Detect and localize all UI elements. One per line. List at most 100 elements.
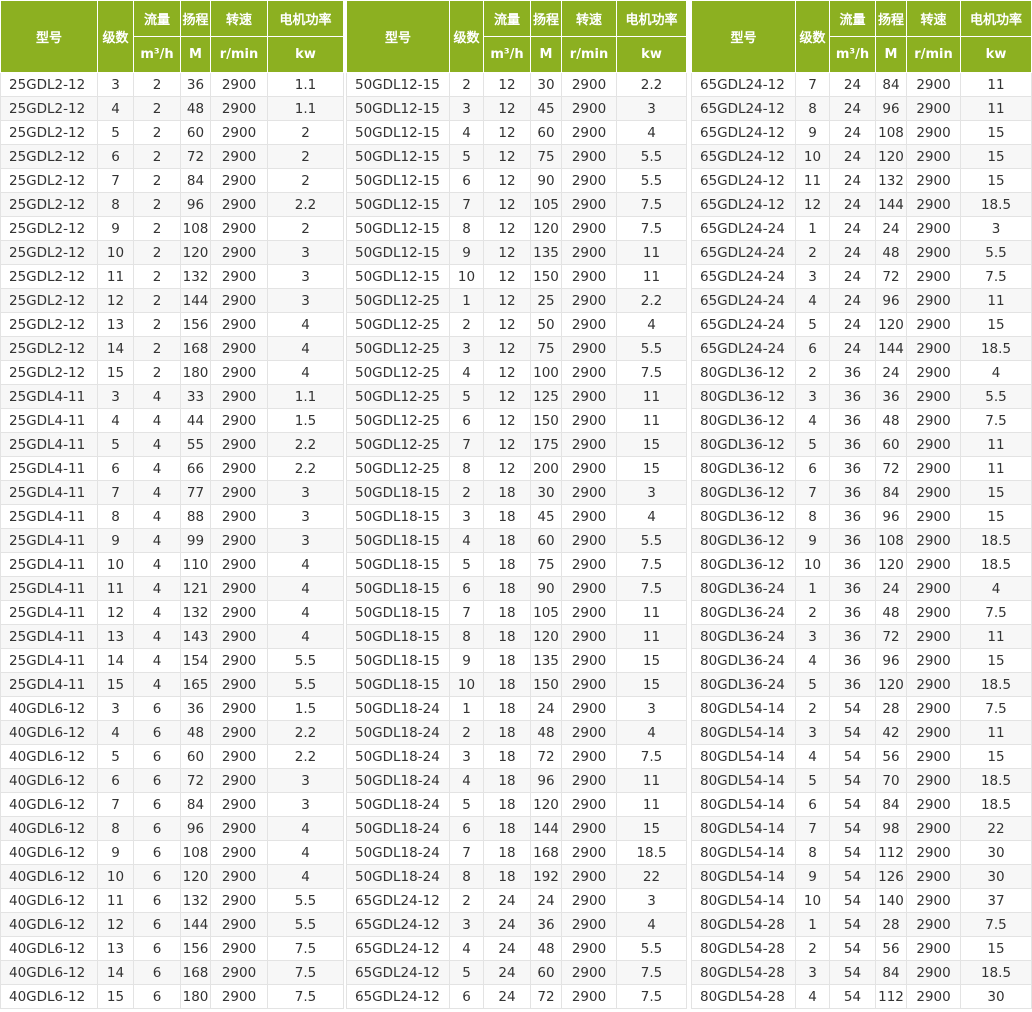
cell-speed: 2900 [561,648,617,673]
cell-flow: 36 [829,672,876,697]
cell-stages: 9 [449,648,484,673]
cell-head: 77 [180,480,211,505]
cell-power: 3 [267,288,344,313]
cell-speed: 2900 [906,984,961,1009]
cell-stages: 2 [795,936,830,961]
cell-power: 3 [267,480,344,505]
cell-flow: 18 [483,576,531,601]
cell-head: 25 [530,288,562,313]
cell-flow: 24 [829,96,876,121]
cell-speed: 2900 [210,744,268,769]
cell-head: 120 [875,552,907,577]
cell-power: 18.5 [960,768,1032,793]
cell-head: 60 [180,744,211,769]
cell-head: 45 [530,96,562,121]
cell-head: 96 [875,504,907,529]
table-row: 25GDL2-12 9 2 108 2900 2 [0,216,344,241]
cell-flow: 54 [829,960,876,985]
cell-model: 25GDL2-12 [0,264,98,289]
table-row: 80GDL36-24 4 36 96 2900 15 [691,648,1032,673]
cell-head: 75 [530,552,562,577]
cell-flow: 12 [483,144,531,169]
cell-model: 25GDL4-11 [0,600,98,625]
cell-stages: 1 [795,912,830,937]
cell-flow: 24 [829,240,876,265]
cell-speed: 2900 [561,72,617,97]
table-row: 25GDL4-11 11 4 121 2900 4 [0,576,344,601]
cell-power: 15 [960,168,1032,193]
cell-power: 1.1 [267,72,344,97]
cell-model: 65GDL24-24 [691,216,796,241]
col-model: 型号 [0,0,98,73]
cell-head: 120 [180,240,211,265]
cell-power: 4 [267,840,344,865]
cell-head: 121 [180,576,211,601]
table-row: 65GDL24-12 4 24 48 2900 5.5 [346,936,687,961]
cell-stages: 6 [795,792,830,817]
cell-head: 72 [875,264,907,289]
cell-speed: 2900 [210,432,268,457]
cell-head: 105 [530,192,562,217]
cell-stages: 1 [795,216,830,241]
cell-stages: 11 [97,264,134,289]
cell-stages: 5 [449,552,484,577]
cell-speed: 2900 [906,672,961,697]
cell-flow: 2 [133,72,181,97]
cell-head: 120 [530,792,562,817]
cell-flow: 24 [829,288,876,313]
cell-model: 25GDL4-11 [0,480,98,505]
cell-speed: 2900 [906,600,961,625]
cell-power: 7.5 [960,600,1032,625]
table-row: 65GDL24-12 2 24 24 2900 3 [346,888,687,913]
cell-head: 126 [875,864,907,889]
table-row: 80GDL36-24 1 36 24 2900 4 [691,576,1032,601]
cell-head: 28 [875,912,907,937]
cell-flow: 2 [133,288,181,313]
cell-stages: 6 [449,408,484,433]
cell-stages: 9 [795,120,830,145]
cell-model: 40GDL6-12 [0,768,98,793]
cell-speed: 2900 [906,816,961,841]
cell-flow: 36 [829,456,876,481]
cell-model: 25GDL2-12 [0,288,98,313]
unit-flow: m³/h [829,36,876,73]
col-power: 电机功率 [960,0,1032,37]
cell-model: 50GDL18-15 [346,624,450,649]
cell-model: 50GDL18-15 [346,600,450,625]
cell-power: 30 [960,840,1032,865]
table-row: 65GDL24-24 2 24 48 2900 5.5 [691,240,1032,265]
cell-speed: 2900 [906,840,961,865]
table-row: 25GDL4-11 9 4 99 2900 3 [0,528,344,553]
cell-power: 15 [616,432,687,457]
cell-model: 80GDL54-14 [691,840,796,865]
cell-stages: 6 [795,456,830,481]
cell-model: 50GDL12-25 [346,360,450,385]
cell-stages: 8 [795,840,830,865]
cell-flow: 54 [829,792,876,817]
cell-power: 3 [616,96,687,121]
table-row: 80GDL54-28 3 54 84 2900 18.5 [691,960,1032,985]
cell-flow: 36 [829,648,876,673]
cell-stages: 3 [449,744,484,769]
table-row: 50GDL12-25 4 12 100 2900 7.5 [346,360,687,385]
cell-head: 132 [180,600,211,625]
cell-power: 15 [960,504,1032,529]
cell-head: 180 [180,984,211,1009]
cell-speed: 2900 [906,144,961,169]
cell-power: 5.5 [267,912,344,937]
cell-stages: 6 [795,336,830,361]
cell-stages: 6 [97,456,134,481]
cell-stages: 6 [449,984,484,1009]
cell-flow: 4 [133,384,181,409]
cell-flow: 54 [829,816,876,841]
cell-flow: 18 [483,480,531,505]
cell-stages: 1 [449,288,484,313]
cell-speed: 2900 [210,168,268,193]
table-row: 80GDL36-24 5 36 120 2900 18.5 [691,672,1032,697]
table-row: 25GDL4-11 15 4 165 2900 5.5 [0,672,344,697]
cell-model: 80GDL36-24 [691,648,796,673]
cell-stages: 6 [97,144,134,169]
cell-power: 3 [616,696,687,721]
cell-flow: 24 [829,336,876,361]
cell-speed: 2900 [210,768,268,793]
